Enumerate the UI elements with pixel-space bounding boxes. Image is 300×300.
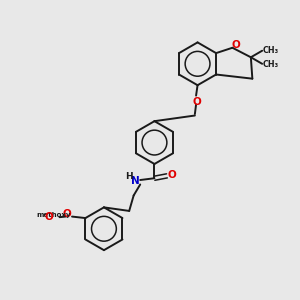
Text: methoxy: methoxy — [36, 212, 71, 218]
Text: O: O — [45, 212, 53, 222]
Text: CH₃: CH₃ — [262, 60, 278, 69]
Text: O: O — [168, 170, 177, 180]
Text: O: O — [192, 97, 201, 106]
Text: H: H — [125, 172, 133, 181]
Text: N: N — [131, 176, 140, 186]
Text: O: O — [232, 40, 241, 50]
Text: CH₃: CH₃ — [262, 46, 278, 55]
Text: O: O — [62, 209, 71, 219]
